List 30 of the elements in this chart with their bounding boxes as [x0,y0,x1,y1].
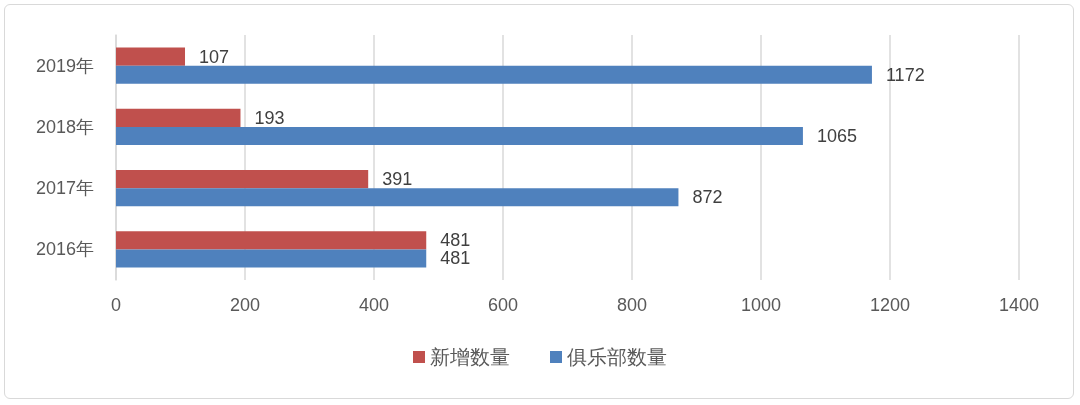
bar [116,65,872,84]
legend-label: 俱乐部数量 [567,346,667,368]
data-label: 107 [199,46,230,67]
x-tick-label: 200 [229,295,261,315]
y-tick-label: 2019年 [35,55,94,76]
data-label: 481 [440,230,471,251]
legend-label: 新增数量 [430,346,510,368]
x-tick-label: 1400 [998,295,1040,315]
data-label: 872 [692,187,723,208]
bar [116,170,369,189]
x-tick-label: 800 [616,295,648,315]
data-label: 193 [254,107,285,128]
x-tick-label: 0 [110,295,122,315]
bar [116,231,427,250]
y-tick-label: 2017年 [35,178,94,199]
bar [116,47,186,66]
data-label: 391 [382,169,413,190]
data-label: 1172 [885,64,925,85]
bar [116,126,803,145]
data-label: 481 [440,248,471,269]
bar [116,188,679,207]
x-tick-label: 1200 [869,295,911,315]
y-tick-label: 2018年 [35,116,94,137]
bar [116,108,241,127]
x-tick-label: 1000 [740,295,782,315]
data-label: 1065 [816,125,857,146]
x-tick-label: 400 [358,295,390,315]
y-tick-label: 2016年 [35,239,94,260]
bar [116,249,427,268]
x-tick-label: 600 [487,295,519,315]
